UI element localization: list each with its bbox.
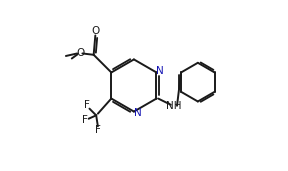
Text: F: F: [84, 100, 90, 110]
Text: O: O: [76, 48, 84, 58]
Text: O: O: [91, 26, 99, 36]
Text: NH: NH: [166, 101, 182, 111]
Text: F: F: [82, 115, 88, 124]
Text: F: F: [95, 126, 101, 135]
Text: N: N: [156, 66, 164, 76]
Text: N: N: [134, 108, 141, 118]
